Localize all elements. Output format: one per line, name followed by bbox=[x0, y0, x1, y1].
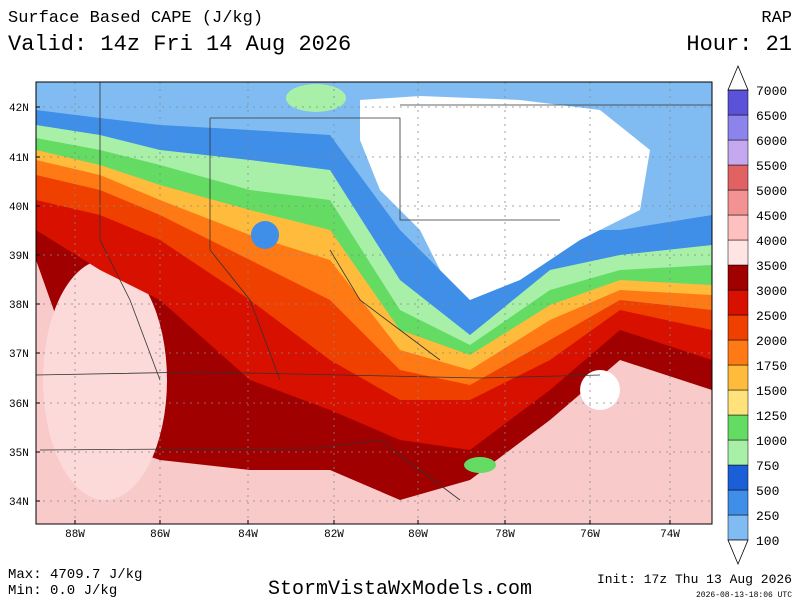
colorbar-label: 4500 bbox=[756, 209, 787, 224]
colorbar-label: 7000 bbox=[756, 84, 787, 99]
lon-label: 82W bbox=[324, 529, 344, 541]
model: RAP bbox=[761, 9, 792, 28]
field-contour bbox=[251, 221, 279, 249]
colorbar-label: 500 bbox=[756, 484, 779, 499]
colorbar-swatch bbox=[727, 464, 749, 491]
field-contour bbox=[580, 370, 620, 410]
colorbar-arrow bbox=[727, 64, 749, 91]
colorbar-label: 250 bbox=[756, 509, 779, 524]
colorbar-label: 1500 bbox=[756, 384, 787, 399]
field-contour bbox=[250, 418, 330, 462]
lon-label: 76W bbox=[580, 529, 600, 541]
lat-label: 40N bbox=[9, 202, 29, 214]
lat-label: 37N bbox=[9, 349, 29, 361]
field-contour bbox=[360, 96, 650, 300]
colorbar-swatch bbox=[727, 189, 749, 216]
site: StormVistaWxModels.com bbox=[268, 578, 532, 600]
colorbar-swatch bbox=[727, 239, 749, 266]
colorbar-arrow bbox=[727, 539, 749, 566]
lat-label: 35N bbox=[9, 448, 29, 460]
lat-label: 41N bbox=[9, 153, 29, 165]
lat-label: 42N bbox=[9, 103, 29, 115]
colorbar-label: 2000 bbox=[756, 334, 787, 349]
lon-label: 84W bbox=[238, 529, 258, 541]
colorbar-label: 5000 bbox=[756, 184, 787, 199]
title: Surface Based CAPE (J/kg) bbox=[8, 9, 263, 28]
state-border bbox=[39, 439, 461, 501]
colorbar-label: 100 bbox=[756, 534, 779, 549]
colorbar-swatch bbox=[727, 514, 749, 541]
forecast-hour: Hour: 21 bbox=[686, 32, 792, 57]
lat-label: 36N bbox=[9, 399, 29, 411]
colorbar-swatch bbox=[727, 339, 749, 366]
timestamp: 2026-08-13-18:06 UTC bbox=[696, 591, 792, 600]
state-border bbox=[99, 82, 161, 381]
colorbar-swatch bbox=[727, 164, 749, 191]
colorbar-swatch bbox=[727, 364, 749, 391]
colorbar-swatch bbox=[727, 289, 749, 316]
min-value: Min: 0.0 J/kg bbox=[8, 583, 117, 599]
colorbar-label: 6500 bbox=[756, 109, 787, 124]
colorbar-label: 3000 bbox=[756, 284, 787, 299]
field-contour bbox=[286, 84, 346, 112]
colorbar-label: 2500 bbox=[756, 309, 787, 324]
map bbox=[36, 82, 712, 524]
colorbar-label: 1250 bbox=[756, 409, 787, 424]
colorbar-swatch bbox=[727, 389, 749, 416]
colorbar-label: 750 bbox=[756, 459, 779, 474]
colorbar-swatch bbox=[727, 214, 749, 241]
colorbar-label: 3500 bbox=[756, 259, 787, 274]
colorbar-swatch bbox=[727, 264, 749, 291]
state-border bbox=[210, 117, 560, 221]
valid-time: Valid: 14z Fri 14 Aug 2026 bbox=[8, 32, 351, 57]
colorbar-label: 4000 bbox=[756, 234, 787, 249]
colorbar-swatch bbox=[727, 139, 749, 166]
colorbar-swatch bbox=[727, 89, 749, 116]
lon-label: 86W bbox=[150, 529, 170, 541]
colorbar-swatch bbox=[727, 114, 749, 141]
map-frame bbox=[35, 81, 713, 525]
colorbar-swatch bbox=[727, 439, 749, 466]
lat-label: 34N bbox=[9, 497, 29, 509]
field-contour bbox=[43, 260, 167, 500]
lon-label: 80W bbox=[408, 529, 428, 541]
state-border bbox=[209, 118, 281, 381]
lon-label: 74W bbox=[660, 529, 680, 541]
lat-label: 39N bbox=[9, 251, 29, 263]
colorbar-label: 6000 bbox=[756, 134, 787, 149]
colorbar-label: 5500 bbox=[756, 159, 787, 174]
colorbar-swatch bbox=[727, 314, 749, 341]
lon-label: 78W bbox=[495, 529, 515, 541]
init-time: Init: 17z Thu 13 Aug 2026 bbox=[597, 572, 792, 587]
state-border bbox=[36, 371, 601, 379]
colorbar: 100 250 500 750 1000 1250 1500 1750 2000 2500 3000… bbox=[727, 64, 787, 566]
max-value: Max: 4709.7 J/kg bbox=[8, 567, 142, 583]
state-border bbox=[329, 249, 441, 361]
colorbar-swatch bbox=[727, 489, 749, 516]
field-contour bbox=[464, 457, 496, 473]
colorbar-label: 1750 bbox=[756, 359, 787, 374]
colorbar-label: 1000 bbox=[756, 434, 787, 449]
colorbar-swatch bbox=[727, 414, 749, 441]
lon-label: 88W bbox=[65, 529, 85, 541]
lat-label: 38N bbox=[9, 300, 29, 312]
